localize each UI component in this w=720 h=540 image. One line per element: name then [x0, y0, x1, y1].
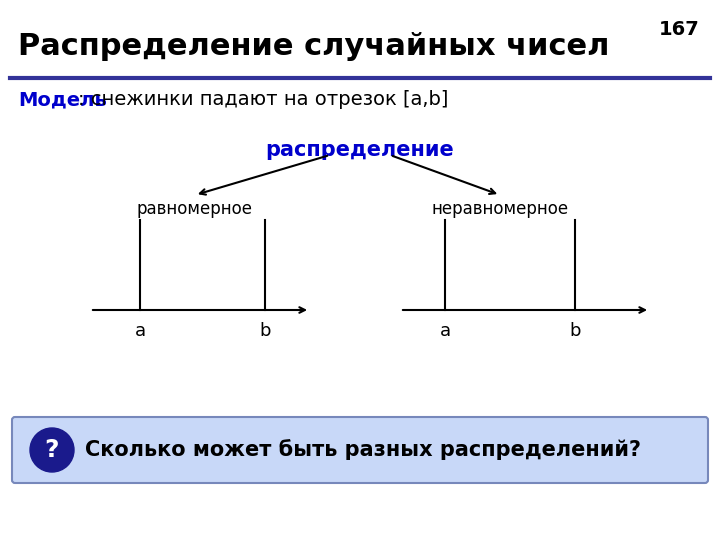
Text: Сколько может быть разных распределений?: Сколько может быть разных распределений? [85, 440, 641, 461]
Text: Модель: Модель [18, 90, 107, 109]
FancyBboxPatch shape [12, 417, 708, 483]
Text: ?: ? [45, 438, 59, 462]
Text: b: b [570, 322, 581, 340]
Circle shape [30, 428, 74, 472]
Text: распределение: распределение [266, 140, 454, 160]
Text: 167: 167 [660, 20, 700, 39]
Text: : снежинки падают на отрезок [a,b]: : снежинки падают на отрезок [a,b] [78, 90, 449, 109]
Text: a: a [135, 322, 145, 340]
Text: Распределение случайных чисел: Распределение случайных чисел [18, 32, 610, 61]
Text: b: b [259, 322, 271, 340]
Text: равномерное: равномерное [137, 200, 253, 218]
Text: неравномерное: неравномерное [431, 200, 569, 218]
Text: a: a [439, 322, 451, 340]
